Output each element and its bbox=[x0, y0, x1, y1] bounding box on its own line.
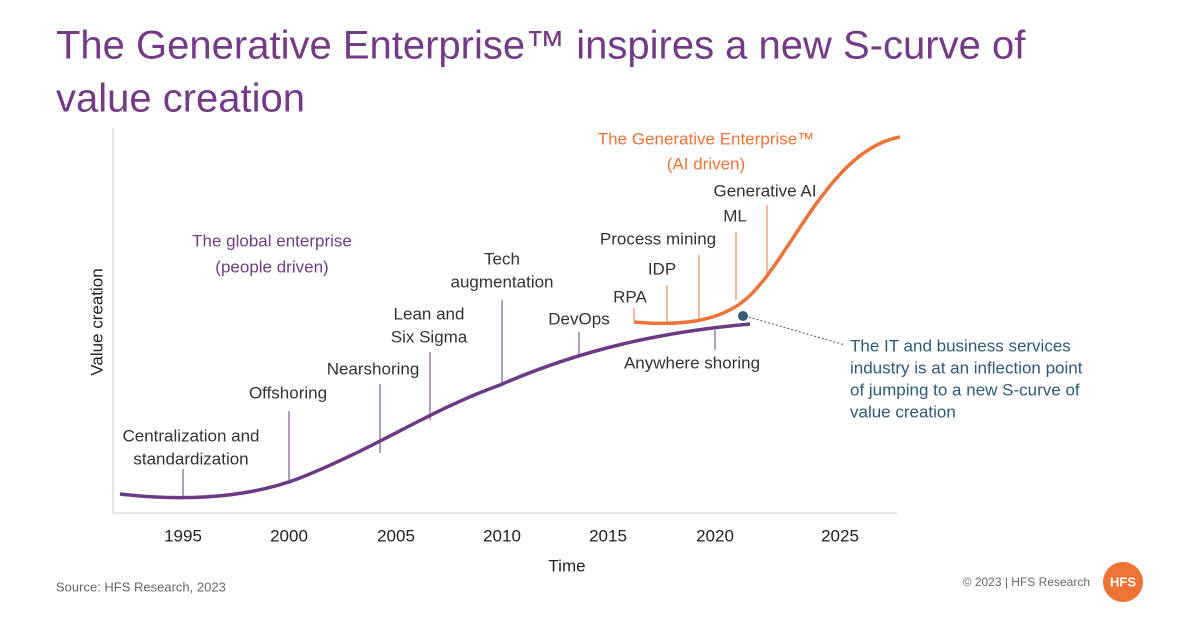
curve-label: The Generative Enterprise™ bbox=[598, 129, 814, 148]
x-tick-label: 2010 bbox=[483, 526, 521, 545]
milestone-label: Process mining bbox=[600, 229, 716, 248]
milestone-label: Lean and bbox=[394, 304, 465, 323]
x-ticks: 1995 2000 2005 2010 2015 2020 2025 bbox=[164, 526, 859, 545]
x-tick-label: 1995 bbox=[164, 526, 202, 545]
global-labels: The global enterprise (people driven) Ce… bbox=[122, 231, 760, 468]
x-tick-label: 2005 bbox=[377, 526, 415, 545]
milestone-label: Offshoring bbox=[249, 383, 327, 402]
inflection-dot bbox=[738, 311, 748, 321]
curve-label: The global enterprise bbox=[192, 231, 352, 250]
milestone-label: Six Sigma bbox=[391, 327, 468, 346]
annotation-line: of jumping to a new S-curve of bbox=[850, 380, 1080, 399]
y-axis-label: Value creation bbox=[87, 268, 106, 375]
logo-text: HFS bbox=[1110, 574, 1136, 589]
x-axis-label: Time bbox=[548, 556, 585, 575]
x-tick-label: 2020 bbox=[696, 526, 734, 545]
x-tick-label: 2025 bbox=[821, 526, 859, 545]
milestone-label: ML bbox=[723, 206, 747, 225]
annotation: The IT and business services industry is… bbox=[850, 336, 1083, 421]
global-curve bbox=[119, 322, 751, 500]
milestone-label: RPA bbox=[613, 287, 647, 306]
ai-labels: The Generative Enterprise™ (AI driven) R… bbox=[598, 129, 817, 306]
curve-label: (AI driven) bbox=[667, 154, 745, 173]
x-tick-label: 2000 bbox=[270, 526, 308, 545]
milestone-label: Centralization and bbox=[122, 426, 259, 445]
milestone-label: DevOps bbox=[548, 309, 609, 328]
milestone-label: augmentation bbox=[450, 272, 553, 291]
annotation-leader bbox=[744, 315, 846, 346]
copyright: © 2023 | HFS Research bbox=[963, 575, 1090, 589]
milestone-label: Nearshoring bbox=[327, 359, 420, 378]
annotation-line: industry is at an inflection point bbox=[850, 358, 1083, 377]
milestone-label: Generative AI bbox=[713, 181, 816, 200]
milestone-label: standardization bbox=[133, 449, 248, 468]
source: Source: HFS Research, 2023 bbox=[56, 579, 226, 594]
annotation-line: The IT and business services bbox=[850, 336, 1071, 355]
logo-circle bbox=[1103, 562, 1143, 602]
x-tick-label: 2015 bbox=[589, 526, 627, 545]
milestone-label: Anywhere shoring bbox=[624, 353, 760, 372]
global-milestone-lines bbox=[182, 300, 716, 497]
annotation-line: value creation bbox=[850, 402, 956, 421]
ai-milestone-lines bbox=[633, 205, 768, 323]
ai-curve bbox=[633, 135, 901, 326]
title-line: The Generative Enterprise™ inspires a ne… bbox=[56, 24, 1026, 68]
milestone-label: IDP bbox=[648, 259, 676, 278]
title: The Generative Enterprise™ inspires a ne… bbox=[56, 24, 1026, 121]
title-line: value creation bbox=[56, 77, 305, 121]
curve-label: (people driven) bbox=[215, 257, 328, 276]
milestone-label: Tech bbox=[484, 249, 520, 268]
